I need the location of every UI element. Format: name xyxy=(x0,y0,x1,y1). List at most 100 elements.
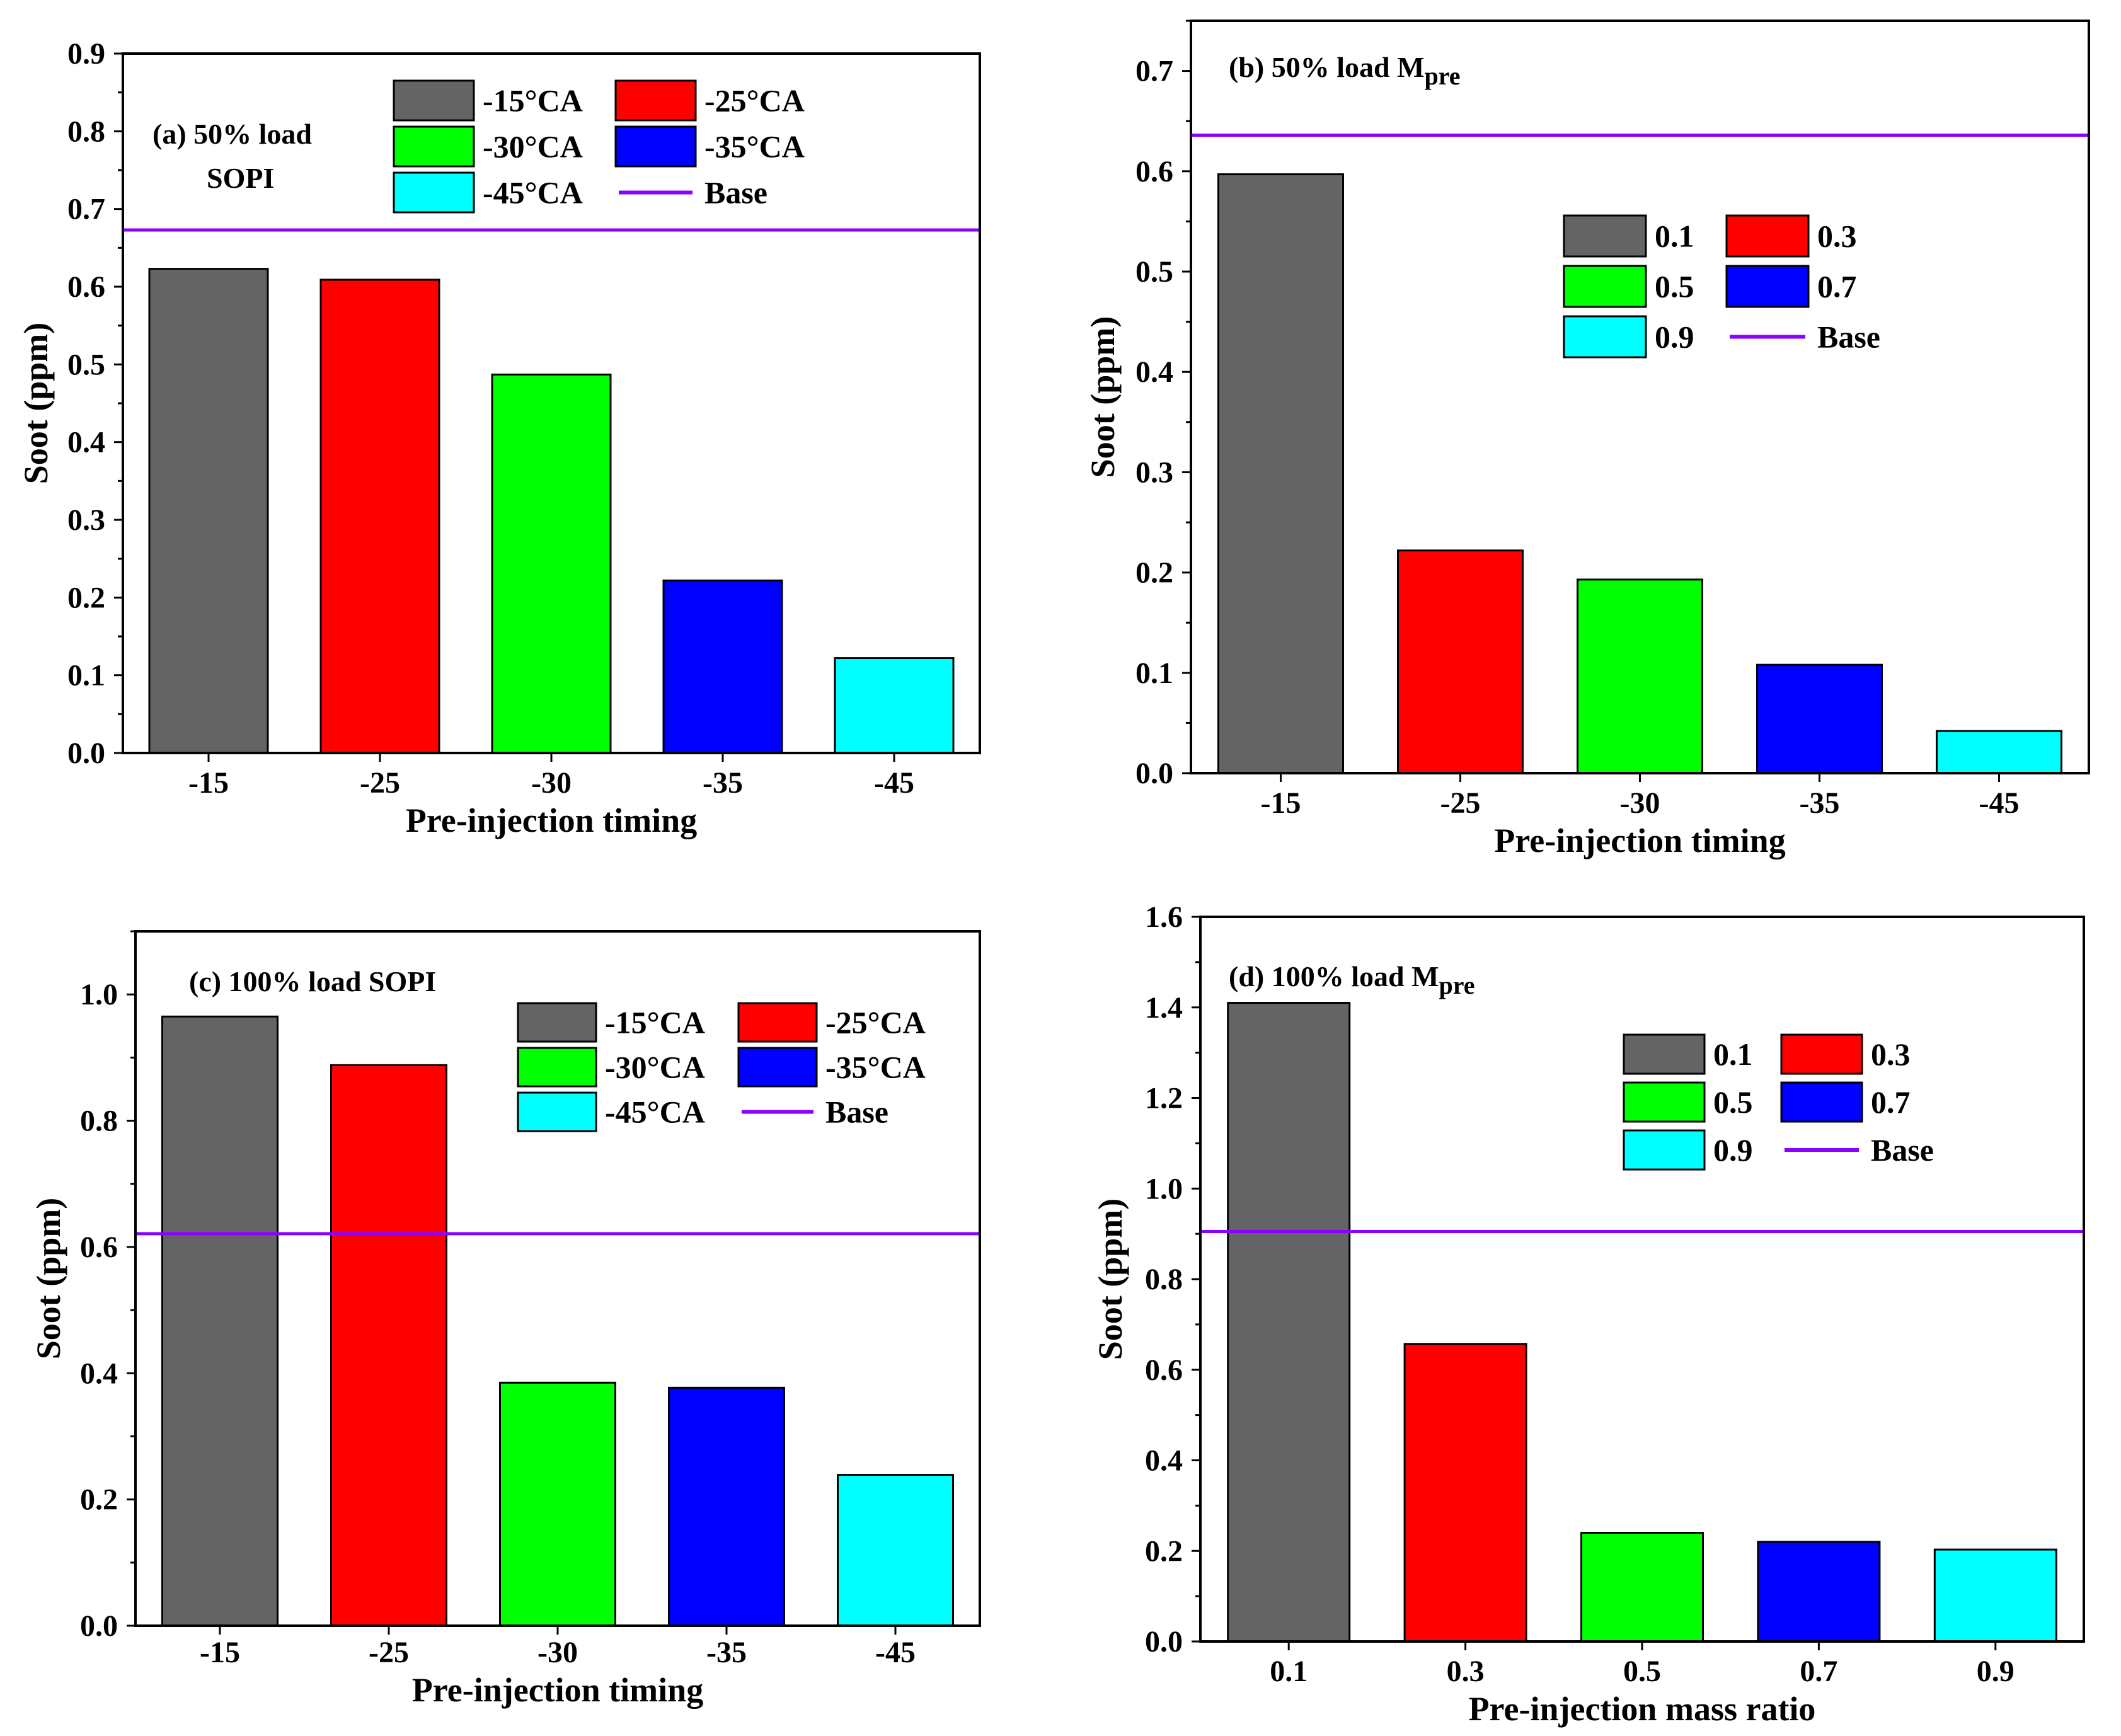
y-tick-label-a-2: 0.2 xyxy=(67,581,105,614)
legend-label-d-3: 0.7 xyxy=(1871,1084,1911,1120)
y-tick-label-a-1: 0.1 xyxy=(67,659,105,693)
panel-d: 0.1 0.3 0.5 0.7 0.9 0.0 0.2 0.4 0.6 0.8 1.0 1.2 1.4 1… xyxy=(1091,900,2085,1728)
y-tick-label-b-6: 0.6 xyxy=(1135,155,1173,188)
panel-c: -15 -25 -30 -35 -45 0.0 0.2 0.4 0.6 0.8 1.0 Soot (p… xyxy=(30,930,981,1709)
y-tick-label-d-3: 0.6 xyxy=(1145,1354,1183,1387)
panel-a: -15 -25 -30 -35 -45 0.0 0.1 0.2 0.3 0.4 0.5 0.6 0.7 0… xyxy=(17,37,981,839)
x-tick-label-a-4: -45 xyxy=(874,766,914,800)
y-tick-label-d-1: 0.2 xyxy=(1145,1534,1183,1568)
bar-c-2 xyxy=(499,1381,616,1627)
y-tick-label-a-6: 0.6 xyxy=(67,270,105,304)
x-tick-label-d-3: 0.7 xyxy=(1800,1655,1837,1688)
x-tick-label-b-0: -15 xyxy=(1261,786,1301,820)
legend-b: 0.1 0.3 0.5 0.7 0.9 Base xyxy=(1563,214,1880,359)
panel-title-c: (c) 100% load SOPI xyxy=(189,965,436,997)
bar-d-3 xyxy=(1757,1541,1881,1643)
legend-label-c-3: -35°CA xyxy=(825,1050,926,1085)
legend-label-b-1: 0.3 xyxy=(1817,219,1857,254)
y-tick-label-b-2: 0.2 xyxy=(1135,556,1173,590)
x-tick-label-c-3: -35 xyxy=(706,1636,747,1669)
y-tick-label-a-9: 0.9 xyxy=(67,37,105,71)
legend-label-c-2: -30°CA xyxy=(605,1050,705,1085)
bar-c-0 xyxy=(161,1015,279,1627)
legend-swatch-d-2 xyxy=(1623,1081,1706,1123)
y-tick-label-a-3: 0.3 xyxy=(67,503,105,537)
legend-label-c-4: -45°CA xyxy=(605,1095,705,1130)
legend-swatch-b-4 xyxy=(1563,315,1647,359)
x-tick-label-d-0: 0.1 xyxy=(1270,1655,1308,1688)
legend-label-c-5: Base xyxy=(825,1095,888,1130)
x-tick-label-b-1: -25 xyxy=(1440,786,1481,820)
y-tick-label-c-0: 0.0 xyxy=(80,1609,118,1643)
y-tick-label-d-8: 1.6 xyxy=(1145,900,1183,934)
legend-label-d-5: Base xyxy=(1871,1132,1934,1168)
bar-a-1 xyxy=(319,279,440,754)
panel-title-a: (a) 50% load xyxy=(152,118,312,150)
x-tick-label-a-3: -35 xyxy=(703,766,743,800)
y-tick-label-d-0: 0.0 xyxy=(1145,1625,1183,1658)
legend-label-d-4: 0.9 xyxy=(1713,1132,1753,1168)
legend-c: -15°CA -25°CA -30°CA -35°CA -45°CA Base xyxy=(517,1002,926,1132)
bar-c-3 xyxy=(668,1386,785,1627)
x-tick-label-b-3: -35 xyxy=(1800,786,1840,820)
y-axis-title-d: Soot (ppm) xyxy=(1091,1199,1129,1360)
y-tick-label-b-1: 0.1 xyxy=(1135,657,1173,690)
y-tick-label-c-5: 1.0 xyxy=(80,978,118,1011)
legend-swatch-c-3 xyxy=(737,1047,818,1088)
bar-c-1 xyxy=(330,1064,447,1627)
bar-a-0 xyxy=(148,268,269,754)
legend-swatch-c-0 xyxy=(517,1002,597,1043)
legend-swatch-b-3 xyxy=(1725,265,1810,308)
y-tick-label-c-4: 0.8 xyxy=(80,1105,118,1138)
bar-b-3 xyxy=(1756,664,1883,774)
panel-b: -15 -25 -30 -35 -45 0.0 0.1 0.2 0.3 0.4 0.5 0.6 0.7 S… xyxy=(1084,20,2090,859)
y-axis-title-c: Soot (ppm) xyxy=(30,1198,67,1360)
bar-d-4 xyxy=(1933,1548,2057,1643)
y-tick-label-b-5: 0.5 xyxy=(1135,255,1173,289)
legend-label-a-4: -45°CA xyxy=(483,175,583,210)
plot-frame-a xyxy=(122,52,981,754)
bar-b-4 xyxy=(1936,730,2062,774)
y-tick-label-b-4: 0.4 xyxy=(1135,355,1173,389)
y-tick-label-d-5: 1.0 xyxy=(1145,1172,1183,1205)
bar-a-4 xyxy=(834,657,955,754)
x-axis-title-b: Pre-injection timing xyxy=(1494,822,1785,859)
legend-label-b-0: 0.1 xyxy=(1655,219,1694,254)
y-tick-label-a-5: 0.5 xyxy=(67,348,105,381)
legend-label-a-1: -25°CA xyxy=(704,83,805,118)
x-axis-title-d: Pre-injection mass ratio xyxy=(1469,1690,1816,1728)
y-tick-label-d-2: 0.4 xyxy=(1145,1444,1183,1478)
x-tick-label-d-1: 0.3 xyxy=(1447,1655,1485,1688)
y-tick-label-d-4: 0.8 xyxy=(1145,1263,1183,1296)
legend-label-b-4: 0.9 xyxy=(1655,319,1694,355)
legend-label-d-1: 0.3 xyxy=(1871,1037,1911,1072)
y-tick-label-b-0: 0.0 xyxy=(1135,757,1173,790)
y-tick-label-c-1: 0.2 xyxy=(80,1483,118,1517)
bar-c-4 xyxy=(837,1474,954,1627)
legend-label-b-5: Base xyxy=(1817,319,1880,355)
bar-d-1 xyxy=(1403,1343,1527,1643)
legend-label-d-0: 0.1 xyxy=(1713,1037,1753,1072)
x-tick-label-a-1: -25 xyxy=(360,766,400,800)
legend-swatch-d-3 xyxy=(1780,1081,1863,1123)
x-tick-label-a-0: -15 xyxy=(188,766,229,800)
x-tick-label-c-1: -25 xyxy=(369,1636,409,1669)
legend-swatch-a-1 xyxy=(614,79,697,122)
y-tick-label-b-3: 0.3 xyxy=(1135,456,1173,489)
y-tick-label-a-7: 0.7 xyxy=(67,193,105,226)
legend-label-b-3: 0.7 xyxy=(1817,269,1857,304)
legend-d: 0.1 0.3 0.5 0.7 0.9 Base xyxy=(1623,1033,1934,1171)
y-tick-label-d-6: 1.2 xyxy=(1145,1082,1183,1115)
legend-label-a-3: -35°CA xyxy=(704,129,805,164)
y-tick-label-a-0: 0.0 xyxy=(67,737,105,770)
legend-swatch-b-0 xyxy=(1563,214,1647,258)
x-tick-label-d-2: 0.5 xyxy=(1623,1655,1661,1688)
panel-title2-a: SOPI xyxy=(207,162,274,194)
legend-swatch-b-2 xyxy=(1563,265,1647,308)
legend-swatch-c-4 xyxy=(517,1091,597,1132)
legend-swatch-a-2 xyxy=(393,125,475,168)
x-axis-title-c: Pre-injection timing xyxy=(412,1671,703,1709)
panel-title-b: (b) 50% load Mpre xyxy=(1229,51,1461,90)
x-tick-label-d-4: 0.9 xyxy=(1977,1655,2015,1688)
